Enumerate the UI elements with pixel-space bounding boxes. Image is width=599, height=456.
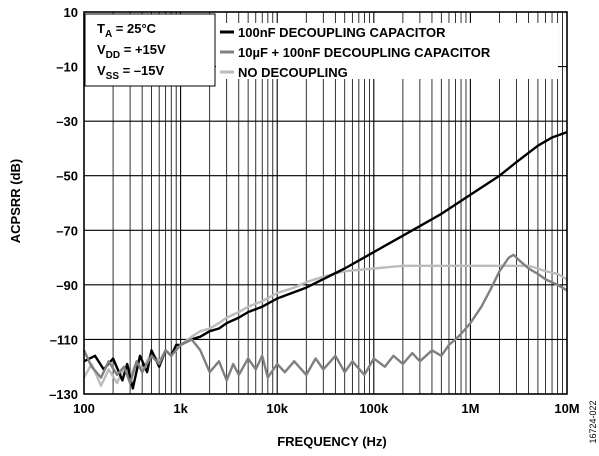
- legend-label: 100nF DECOUPLING CAPACITOR: [238, 25, 446, 40]
- y-tick-label: –50: [56, 169, 78, 184]
- x-tick-label: 1M: [461, 401, 479, 416]
- legend-background: [216, 23, 558, 79]
- x-axis-label: FREQUENCY (Hz): [277, 434, 387, 449]
- tick-labels: 100 1k 10k 100k 1M 10M 10 –10 –30 –50 –70 –90 –110 –1…: [49, 5, 580, 416]
- y-tick-label: –70: [56, 223, 78, 238]
- legend-label: 10µF + 100nF DECOUPLING CAPACITOR: [238, 45, 491, 60]
- conditions-box: TA = 25°C VDD = +15V VSS = –15V: [84, 13, 216, 87]
- plot-frame: [83, 11, 568, 395]
- series-line: [82, 264, 568, 387]
- conditions-frame: [84, 13, 216, 87]
- series-lines: [82, 130, 568, 390]
- legend-area: 100nF DECOUPLING CAPACITOR 10µF + 100nF D…: [216, 23, 558, 80]
- series-line: [82, 253, 568, 385]
- legend-label: NO DECOUPLING: [238, 65, 348, 80]
- plot-border: [83, 11, 568, 395]
- y-tick-label: –130: [49, 387, 78, 402]
- condition-text: VSS = –15V: [97, 63, 165, 82]
- y-tick-label: –110: [50, 332, 78, 347]
- condition-text: TA = 25°C: [97, 21, 157, 40]
- y-tick-label: –10: [56, 60, 78, 75]
- series-line: [83, 130, 568, 390]
- x-tick-label: 1k: [173, 401, 188, 416]
- condition-text: VDD = +15V: [97, 42, 166, 61]
- x-tick-label: 10k: [266, 401, 288, 416]
- y-tick-label: 10: [64, 5, 78, 20]
- x-tick-label: 10M: [554, 401, 579, 416]
- x-tick-label: 100: [73, 401, 95, 416]
- x-tick-label: 100k: [359, 401, 389, 416]
- figure-id: 16724-022: [588, 400, 598, 443]
- y-tick-label: –90: [56, 278, 78, 293]
- y-axis-label: ACPSRR (dB): [8, 159, 23, 244]
- y-tick-label: –30: [56, 114, 78, 129]
